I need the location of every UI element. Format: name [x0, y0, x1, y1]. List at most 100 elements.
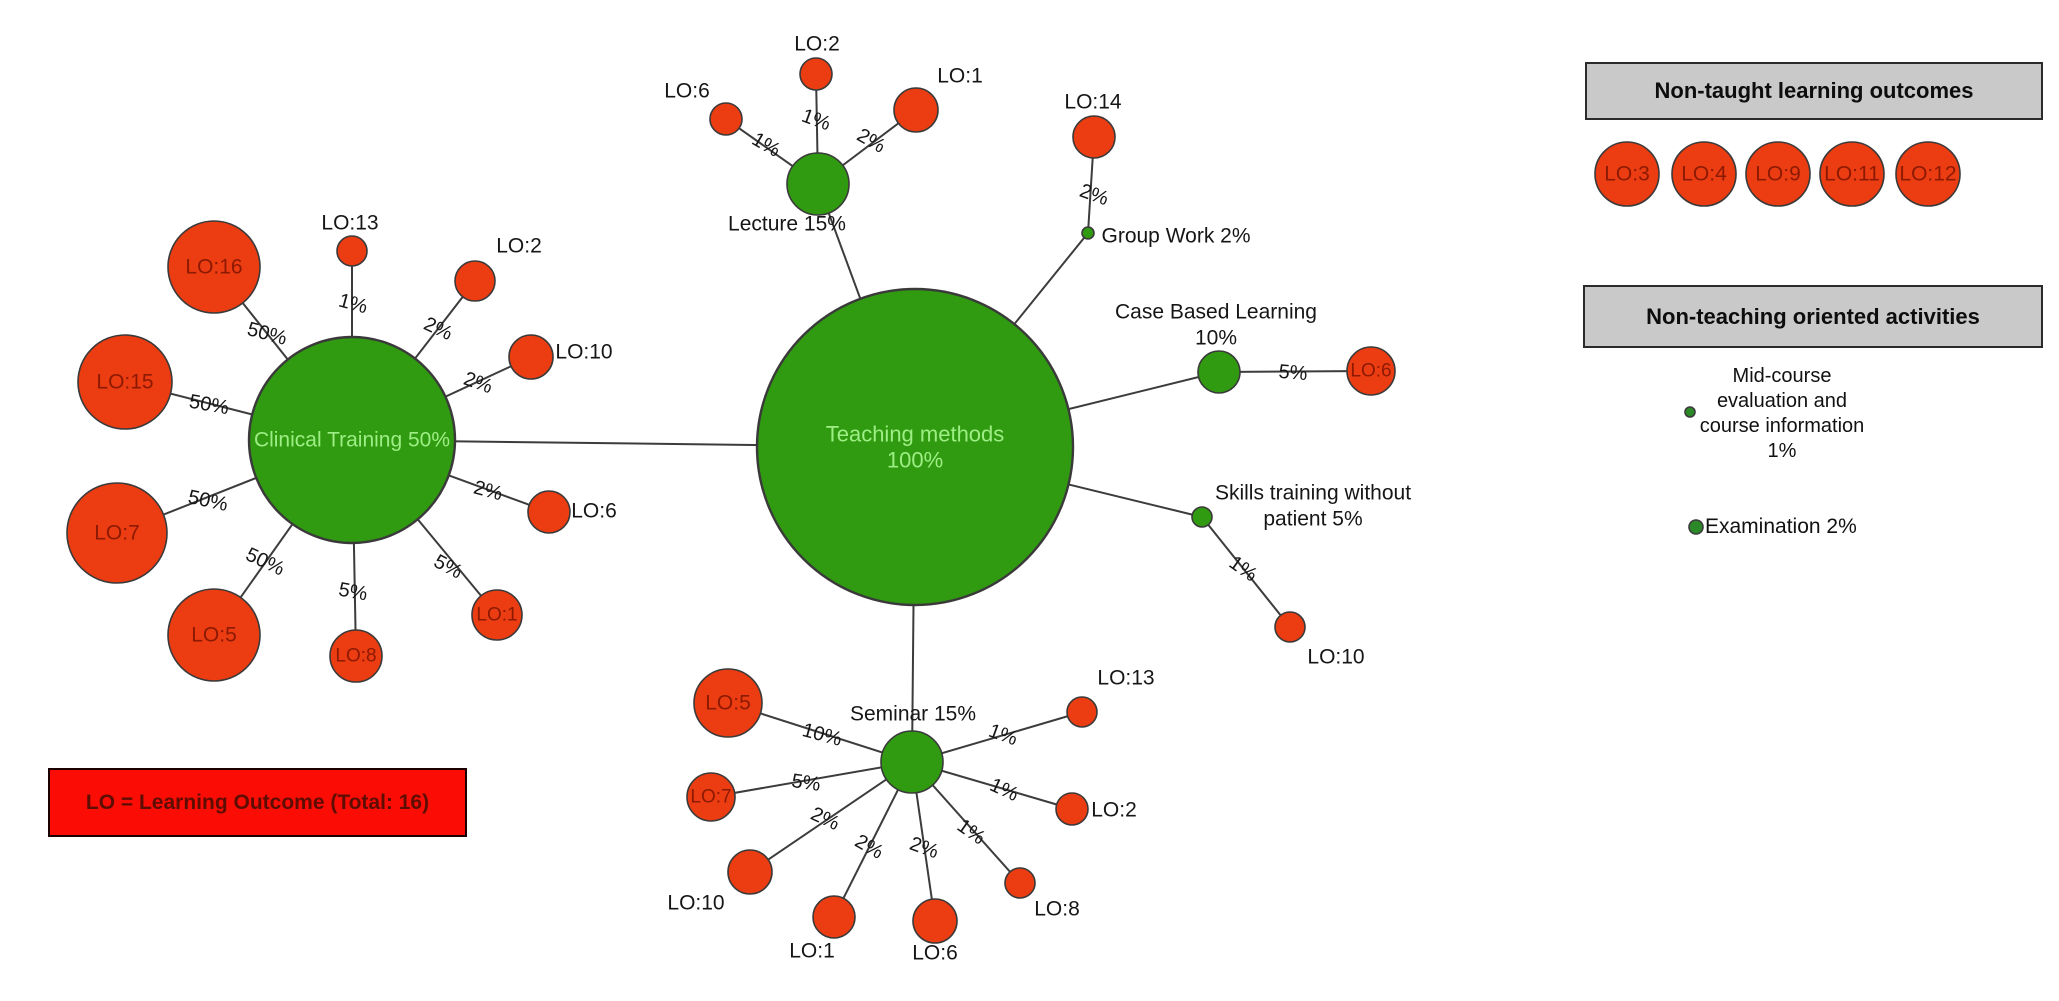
node-seminar-label: Seminar 15% [850, 703, 976, 726]
edge-seminar-sem-lo10-line [749, 761, 913, 873]
node-ct-lo2-circle [454, 260, 496, 302]
node-sem-lo6-label: LO:6 [912, 942, 958, 965]
node-lecture-circle [786, 152, 850, 216]
node-ct-lo10-circle [508, 334, 554, 380]
node-ct-lo6-label: LO:6 [571, 500, 617, 523]
node-ct-lo13-circle [336, 235, 368, 267]
node-teaching-label: Teaching methods 100% [826, 422, 1005, 473]
node-groupwork-label: Group Work 2% [1102, 225, 1251, 248]
edge-clinical-ct-lo13-percentage-label: 1% [336, 290, 370, 319]
edge-seminar-sem-lo13-percentage-label: 1% [986, 720, 1021, 751]
node-sem-lo1-label: LO:1 [789, 940, 835, 963]
edge-clinical-ct-lo2-percentage-label: 2% [420, 313, 456, 345]
edge-lecture-lec-lo2-percentage-label: 1% [799, 105, 834, 136]
node-ct-lo15-label: LO:15 [96, 371, 153, 394]
node-lec-lo6-label: LO:6 [664, 80, 710, 103]
edge-seminar-sem-lo7-percentage-label: 5% [790, 770, 822, 796]
edge-clinical-ct-lo1-percentage-label: 5% [430, 551, 466, 584]
edge-seminar-sem-lo2-percentage-label: 1% [986, 774, 1022, 806]
node-ct-lo2-label: LO:2 [496, 235, 542, 258]
node-nt-lo11-circle [1819, 141, 1885, 207]
node-lec-lo1-label: LO:1 [937, 65, 983, 88]
node-clinical-label: Clinical Training 50% [254, 429, 450, 452]
node-groupwork-circle [1081, 226, 1095, 240]
node-sem-lo10-label: LO:10 [667, 892, 724, 915]
edge-skills-sk-lo10-percentage-label: 1% [1225, 552, 1261, 587]
edge-seminar-sem-lo6-percentage-label: 2% [907, 833, 942, 864]
node-ct-lo13-label: LO:13 [321, 212, 378, 235]
edge-seminar-sem-lo1-percentage-label: 2% [851, 830, 887, 864]
node-nt-lo4-circle [1671, 141, 1737, 207]
node-lecture-label: Lecture 15% [728, 213, 846, 236]
node-skills-circle [1191, 506, 1213, 528]
node-ct-lo16-circle [167, 220, 261, 314]
edge-clinical-ct-lo15-percentage-label: 50% [187, 391, 230, 420]
node-nt-lo9-circle [1745, 141, 1811, 207]
node-sem-lo6-circle [912, 898, 958, 944]
node-nt-lo11-label: LO:11 [1824, 163, 1880, 186]
node-sem-lo2-label: LO:2 [1091, 799, 1137, 822]
node-sem-lo8-circle [1004, 867, 1036, 899]
node-sem-lo10-circle [727, 849, 773, 895]
node-nt-lo12-label: LO:12 [1899, 163, 1956, 186]
node-cbl-circle [1197, 350, 1241, 394]
edge-clinical-ct-lo8-percentage-label: 5% [337, 579, 370, 606]
edge-seminar-sem-lo7-line [710, 761, 913, 798]
node-sem-lo13-circle [1066, 696, 1098, 728]
node-ct-lo16-label: LO:16 [185, 256, 242, 279]
node-ct-lo5-circle [167, 588, 261, 682]
edge-clinical-ct-lo6-percentage-label: 2% [471, 477, 505, 506]
edge-clinical-ct-lo16-percentage-label: 50% [245, 318, 290, 350]
node-cbl-lo6-label: LO:6 [1350, 361, 1391, 382]
node-sk-lo10-label: LO:10 [1307, 646, 1364, 669]
node-sem-lo8-label: LO:8 [1034, 898, 1080, 921]
node-sem-lo7-label: LO:7 [690, 787, 731, 808]
node-ct-lo8-circle [329, 629, 383, 683]
node-midcourse-dot-circle [1684, 406, 1696, 418]
node-ct-lo7-circle [66, 482, 168, 584]
node-cbl-label: Case Based Learning 10% [1115, 301, 1317, 350]
node-nt-lo12-circle [1895, 141, 1961, 207]
node-nt-lo3-circle [1594, 141, 1660, 207]
node-seminar-circle [880, 730, 944, 794]
node-sem-lo13-label: LO:13 [1097, 667, 1154, 690]
node-lec-lo1-circle [893, 87, 939, 133]
node-ct-lo8-label: LO:8 [335, 646, 376, 667]
node-skills-label: Skills training without patient 5% [1215, 482, 1411, 531]
node-gw-lo14-circle [1072, 115, 1116, 159]
non-teaching-activities-panel-title: Non-teaching oriented activities [1583, 285, 2043, 348]
edge-groupwork-gw-lo14-percentage-label: 2% [1077, 180, 1112, 211]
edge-seminar-sem-lo5-percentage-label: 10% [800, 719, 845, 751]
node-ct-lo6-circle [527, 490, 571, 534]
node-sk-lo10-circle [1274, 611, 1306, 643]
node-ct-lo10-label: LO:10 [555, 341, 612, 364]
node-ct-lo1-label: LO:1 [476, 605, 517, 626]
edge-skills-sk-lo10-line [1201, 516, 1291, 628]
node-clinical-circle [247, 335, 457, 545]
node-sem-lo5-label: LO:5 [705, 692, 751, 715]
non-taught-outcomes-panel-title: Non-taught learning outcomes [1585, 62, 2043, 120]
node-ct-lo7-label: LO:7 [94, 522, 140, 545]
node-cbl-lo6-circle [1346, 346, 1396, 396]
node-exam-dot-circle [1688, 519, 1704, 535]
legend-box: LO = Learning Outcome (Total: 16) [48, 768, 467, 837]
edge-cbl-cbl-lo6-line [1218, 370, 1372, 373]
node-teaching-circle [755, 287, 1075, 607]
node-sem-lo1-circle [812, 895, 856, 939]
node-nt-lo4-label: LO:4 [1681, 163, 1727, 186]
node-nt-lo9-label: LO:9 [1755, 163, 1801, 186]
node-gw-lo14-label: LO:14 [1064, 91, 1122, 114]
node-ct-lo5-label: LO:5 [191, 624, 237, 647]
node-nt-lo3-label: LO:3 [1604, 163, 1650, 186]
node-ct-lo15-circle [77, 334, 173, 430]
examination-label: Examination 2% [1705, 515, 1857, 538]
node-lec-lo2-circle [799, 57, 833, 91]
node-lec-lo2-label: LO:2 [794, 33, 840, 56]
edge-seminar-sem-lo8-percentage-label: 1% [953, 815, 989, 850]
node-ct-lo1-circle [471, 589, 523, 641]
edge-cbl-cbl-lo6-percentage-label: 5% [1278, 361, 1309, 385]
edge-clinical-ct-lo5-percentage-label: 50% [242, 544, 288, 581]
node-lec-lo6-circle [709, 102, 743, 136]
midcourse-evaluation-label: Mid-course evaluation and course informa… [1699, 365, 1865, 462]
